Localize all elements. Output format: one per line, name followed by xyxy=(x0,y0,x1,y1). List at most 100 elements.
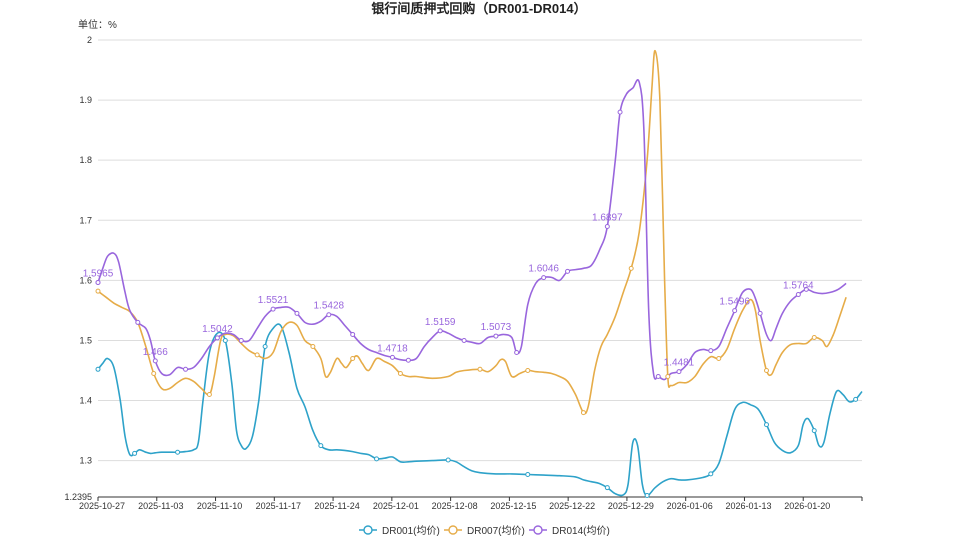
data-point xyxy=(461,337,467,343)
data-point xyxy=(604,485,610,491)
series-line-2 xyxy=(97,79,847,381)
legend-label: DR007(均价) xyxy=(467,525,525,537)
x-tick-label: 2026-01-20 xyxy=(784,501,830,511)
y-tick-label: 1.5 xyxy=(79,335,92,345)
x-tick-label: 2025-11-17 xyxy=(256,501,301,511)
y-tick-label: 1.8 xyxy=(79,155,92,165)
data-point xyxy=(95,288,101,294)
data-point xyxy=(350,355,356,361)
data-point xyxy=(617,109,623,115)
data-label: 1.5428 xyxy=(313,301,344,312)
data-point xyxy=(95,279,101,285)
data-label: 1.5496 xyxy=(719,297,750,308)
data-label: 1.6897 xyxy=(592,212,623,223)
data-point xyxy=(132,450,138,456)
data-point xyxy=(803,286,809,292)
data-label: 1.5764 xyxy=(783,281,814,292)
data-point xyxy=(318,443,324,449)
data-point xyxy=(206,392,212,398)
legend-item-1[interactable]: DR007(均价) xyxy=(444,525,525,537)
axes: 1.2395 1.3 1.4 1.5 1.6 1.7 1.8 1.9 2 2025-10-27 20… xyxy=(64,35,863,511)
data-point xyxy=(565,268,571,274)
y-tick-label: 1.3 xyxy=(79,456,92,466)
x-tick-label: 2025-12-22 xyxy=(549,501,595,511)
grid xyxy=(98,39,862,462)
data-point xyxy=(716,355,722,361)
data-point xyxy=(708,471,714,477)
x-tick-label: 2025-11-03 xyxy=(138,501,183,511)
y-tick-label: 1.7 xyxy=(79,215,92,225)
data-point xyxy=(628,265,634,271)
data-label: 1.5521 xyxy=(258,295,289,306)
data-point xyxy=(151,371,157,377)
data-markers xyxy=(95,109,859,498)
x-tick-label: 2026-01-06 xyxy=(667,501,713,511)
chart-title: 银行间质押式回购（DR001-DR014） xyxy=(371,1,586,16)
x-tick-label: 2025-10-27 xyxy=(79,501,125,511)
data-labels: 1.5965 1.466 1.5042 1.5521 1.5428 1.4718 1.515… xyxy=(83,212,814,368)
y-tick-label: 1.6 xyxy=(79,275,92,285)
data-point xyxy=(238,337,244,343)
data-point xyxy=(514,349,520,355)
x-tick-label: 2025-11-10 xyxy=(197,501,242,511)
y-tick-label: 1.2395 xyxy=(64,492,92,502)
x-tick-label: 2026-01-13 xyxy=(725,501,771,511)
x-tick-label: 2025-12-15 xyxy=(490,501,536,511)
legend-swatch-marker xyxy=(533,525,543,535)
data-label: 1.5073 xyxy=(481,322,512,333)
data-point xyxy=(270,306,276,312)
data-point xyxy=(135,319,141,325)
data-point xyxy=(477,366,483,372)
data-point xyxy=(732,308,738,314)
unit-label: 单位：% xyxy=(78,18,117,31)
data-point xyxy=(493,333,499,339)
data-point xyxy=(310,343,316,349)
data-label: 1.5965 xyxy=(83,268,114,279)
data-point xyxy=(757,310,763,316)
y-tick-label: 2 xyxy=(87,35,92,45)
legend-item-0[interactable]: DR001(均价) xyxy=(359,525,440,537)
data-point xyxy=(580,410,586,416)
data-point xyxy=(437,328,443,334)
data-point xyxy=(95,366,101,372)
data-point xyxy=(183,366,189,372)
legend-label: DR014(均价) xyxy=(552,525,610,537)
data-point xyxy=(541,275,547,281)
x-tick-label: 2025-12-29 xyxy=(608,501,654,511)
data-point xyxy=(262,343,268,349)
x-tick-label: 2025-12-08 xyxy=(432,501,478,511)
data-point xyxy=(708,348,714,354)
data-point xyxy=(604,223,610,229)
data-label: 1.6046 xyxy=(528,264,559,275)
data-point xyxy=(214,335,220,341)
data-point xyxy=(853,396,859,402)
data-point xyxy=(525,368,531,374)
legend-label: DR001(均价) xyxy=(382,525,440,537)
series-line-0 xyxy=(97,323,863,497)
data-point xyxy=(655,374,661,380)
data-point xyxy=(152,358,158,364)
data-label: 1.4481 xyxy=(664,358,695,369)
legend-item-2[interactable]: DR014(均价) xyxy=(529,525,610,537)
data-point xyxy=(175,449,181,455)
x-tick-label: 2025-11-24 xyxy=(314,501,359,511)
data-point xyxy=(294,310,300,316)
y-tick-label: 1.4 xyxy=(79,396,92,406)
y-tick-label: 1.9 xyxy=(79,95,92,105)
data-label: 1.5159 xyxy=(425,317,456,328)
data-point xyxy=(811,428,817,434)
data-point xyxy=(665,374,671,380)
data-point xyxy=(445,457,451,463)
data-point xyxy=(525,471,531,477)
data-point xyxy=(764,422,769,428)
data-label: 1.466 xyxy=(143,347,168,358)
data-point xyxy=(405,357,411,363)
data-point xyxy=(389,354,395,360)
data-point xyxy=(222,337,228,343)
data-point xyxy=(350,331,356,337)
legend[interactable]: DR001(均价) DR007(均价) DR014(均价) xyxy=(359,525,610,537)
legend-swatch-marker xyxy=(363,525,373,535)
legend-swatch-marker xyxy=(448,525,458,535)
